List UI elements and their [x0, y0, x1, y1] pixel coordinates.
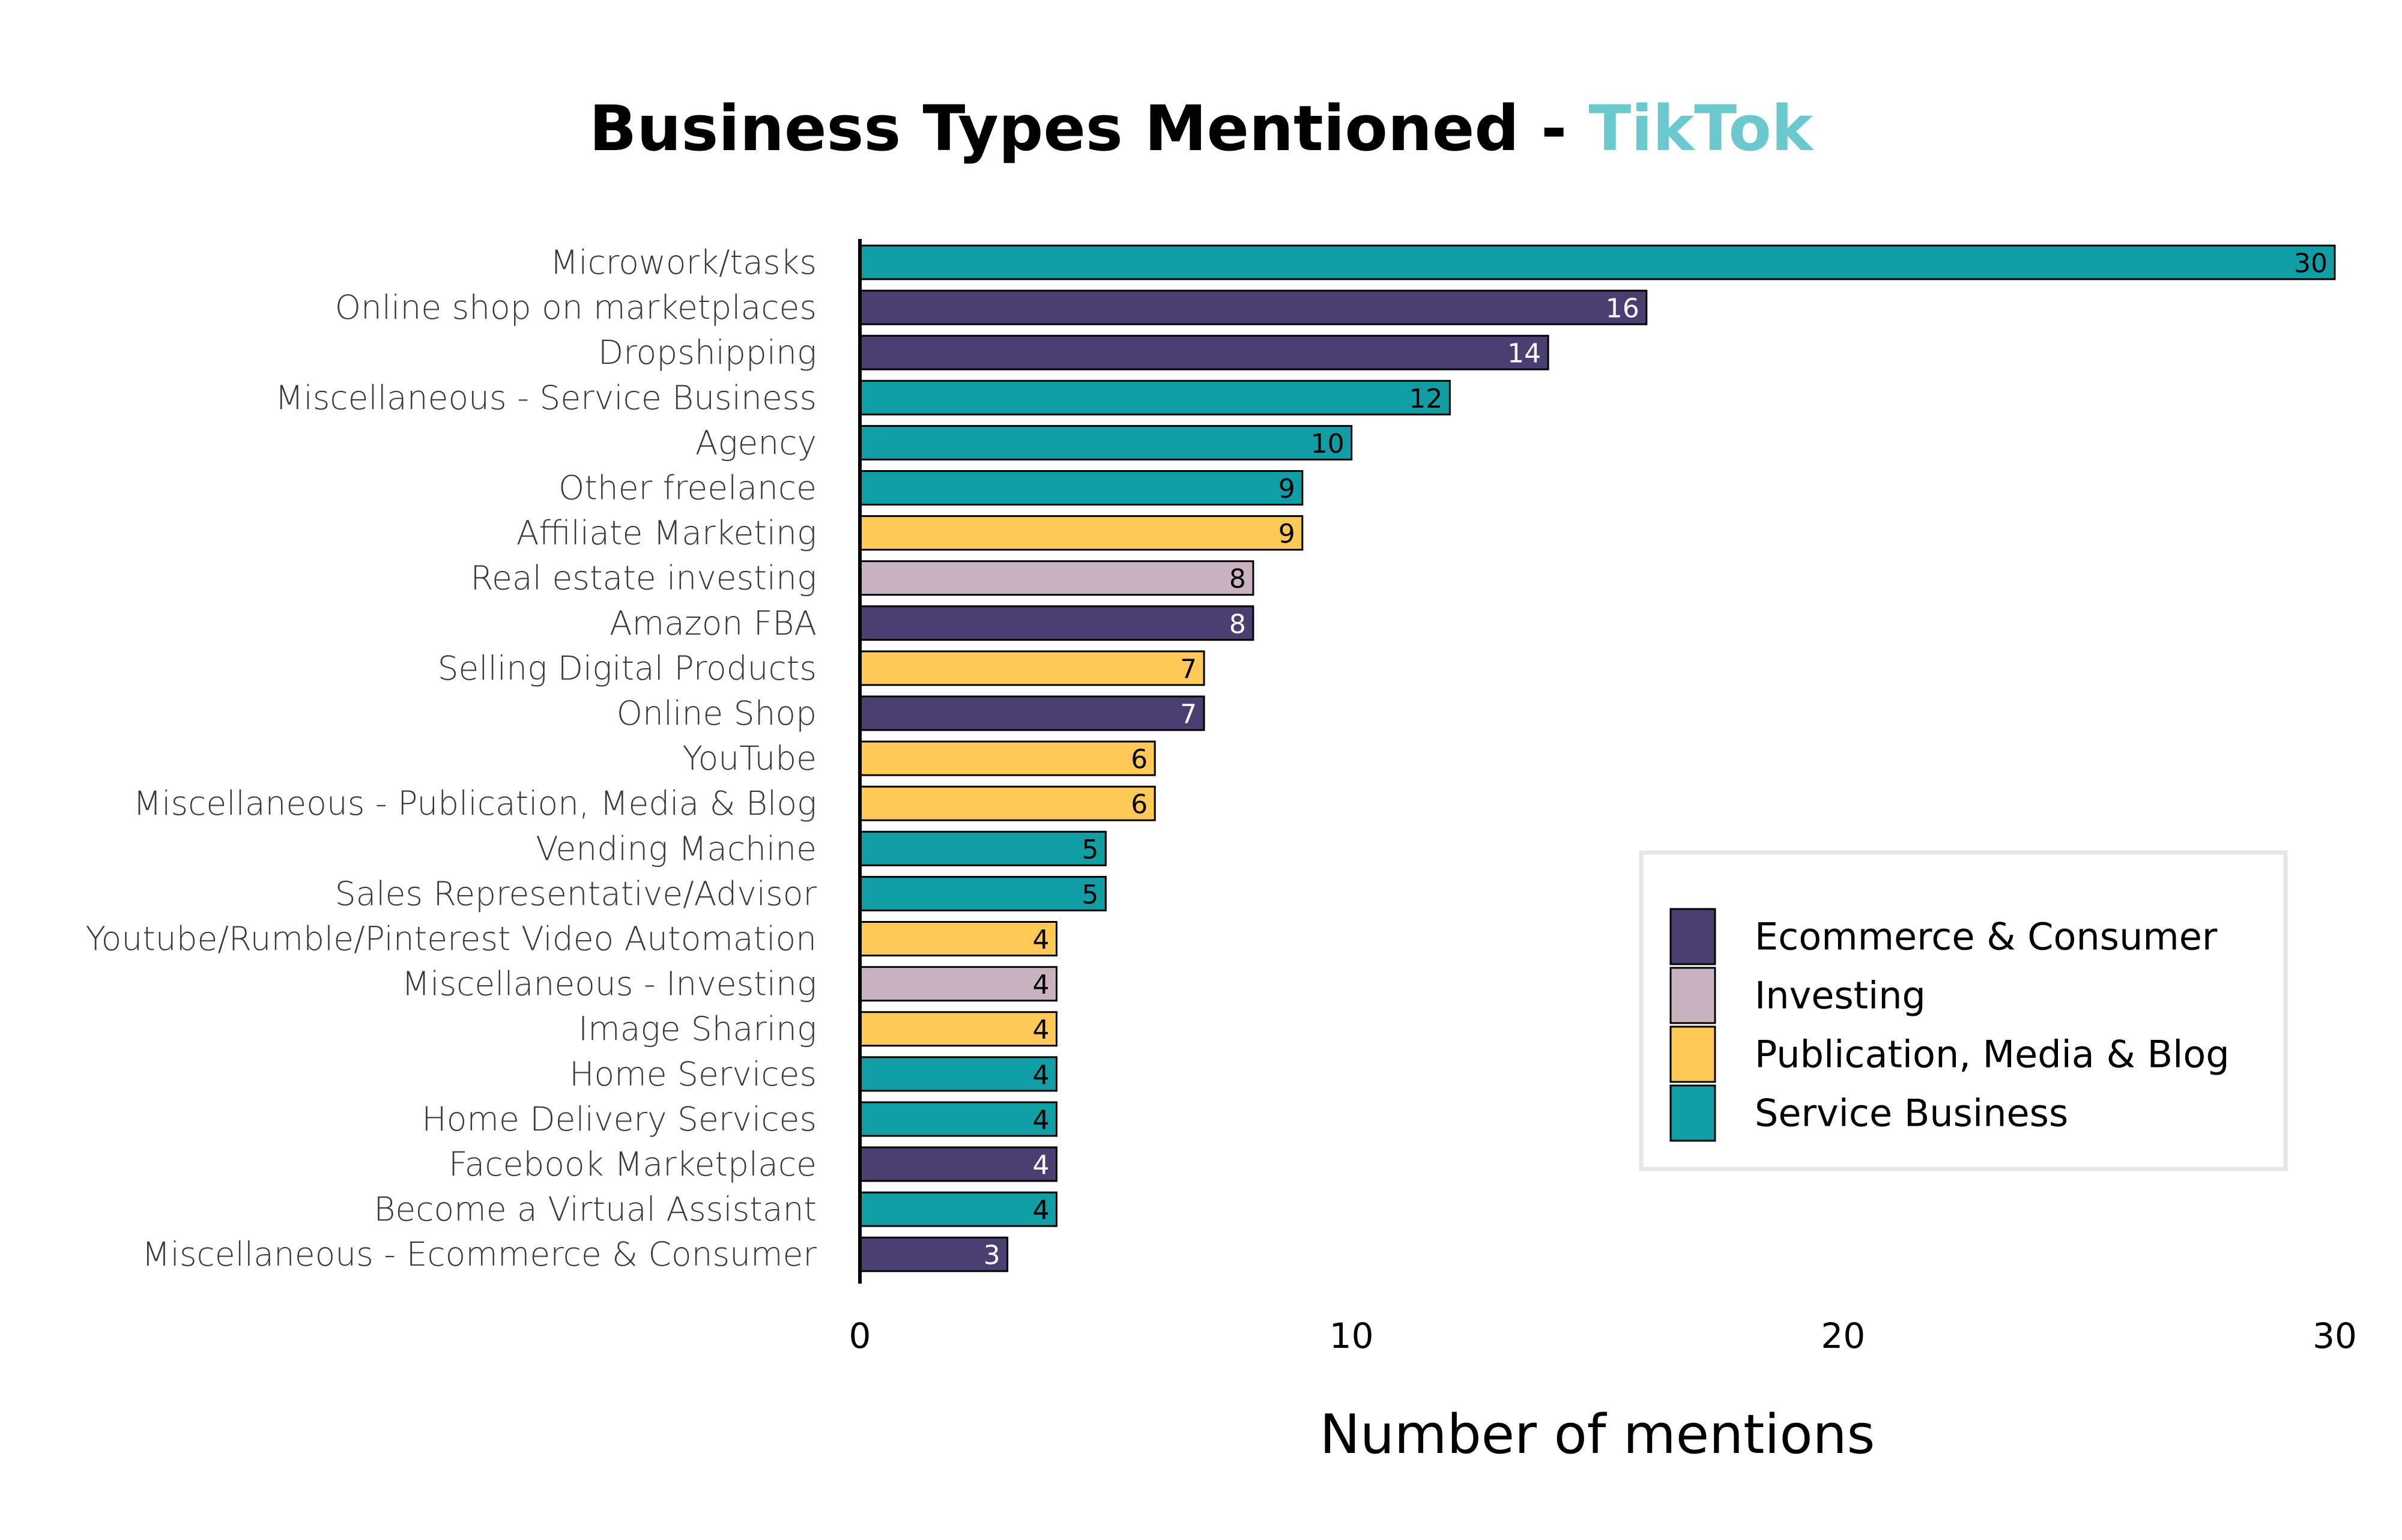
category-label: Online Shop: [617, 694, 817, 732]
value-label: 16: [1606, 294, 1639, 324]
value-label: 5: [1082, 835, 1098, 865]
category-label: Vending Machine: [536, 829, 817, 868]
category-label: YouTube: [682, 739, 817, 778]
x-axis-ticks: 0 10 20 30: [849, 1315, 2357, 1356]
legend-swatch: [1669, 1025, 1716, 1083]
bar: [859, 244, 2336, 280]
x-tick-label: 30: [2313, 1315, 2357, 1356]
category-label: Affiliate Marketing: [516, 514, 817, 552]
value-label: 4: [1032, 1195, 1049, 1226]
bar: [859, 379, 1451, 415]
category-label: Sales Representative/Advisor: [335, 874, 817, 913]
legend-swatch: [1669, 1084, 1716, 1142]
bar: [859, 1146, 1057, 1182]
bars-layer: Microwork/tasks 30 Online shop on marketpl…: [85, 243, 2336, 1273]
legend-label: Ecommerce & Consumer: [1755, 915, 2218, 959]
category-label: Selling Digital Products: [438, 649, 817, 687]
bar: [859, 785, 1156, 821]
value-label: 12: [1409, 384, 1442, 414]
x-tick-label: 20: [1821, 1315, 1865, 1356]
x-tick-label: 0: [849, 1315, 871, 1356]
value-label: 3: [984, 1240, 1000, 1271]
bar: [859, 830, 1107, 866]
legend-swatch: [1669, 967, 1716, 1024]
value-label: 8: [1229, 564, 1246, 594]
value-label: 4: [1032, 1060, 1049, 1090]
category-label: Agency: [695, 423, 817, 462]
legend: Ecommerce & Consumer Investing Publication…: [1639, 850, 2288, 1171]
category-label: Youtube/Rumble/Pinterest Video Automatio…: [85, 920, 817, 958]
category-label: Real estate investing: [470, 559, 817, 597]
category-label: Online shop on marketplaces: [335, 288, 817, 327]
category-label: Miscellaneous - Service Business: [275, 378, 817, 417]
bar: [859, 1236, 1009, 1272]
value-label: 6: [1131, 744, 1148, 775]
value-label: 9: [1278, 519, 1295, 549]
value-label: 30: [2294, 249, 2328, 279]
bar: [859, 470, 1304, 506]
bar: [859, 1056, 1057, 1092]
x-tick-label: 10: [1330, 1315, 1374, 1356]
category-label: Dropshipping: [598, 333, 817, 372]
bar: [859, 695, 1205, 731]
chart-title-highlight: TikTok: [1588, 92, 1814, 165]
bar: [859, 650, 1205, 686]
value-label: 7: [1180, 699, 1197, 730]
bar: [859, 515, 1304, 551]
chart-title: Business Types Mentioned - TikTok: [589, 92, 1815, 165]
category-label: Amazon FBA: [610, 604, 817, 642]
value-label: 9: [1278, 474, 1295, 504]
bar: [859, 560, 1254, 596]
value-label: 4: [1032, 1105, 1049, 1135]
legend-items: Ecommerce & Consumer Investing Publication…: [1669, 908, 2230, 1142]
value-label: 4: [1032, 970, 1049, 1000]
bar: [859, 289, 1648, 325]
value-label: 4: [1032, 1150, 1049, 1181]
value-label: 10: [1311, 429, 1345, 459]
x-axis-title: Number of mentions: [1320, 1403, 1875, 1466]
category-label: Other freelance: [558, 469, 817, 507]
bar: [859, 921, 1057, 956]
value-label: 8: [1229, 609, 1246, 639]
category-label: Microwork/tasks: [550, 243, 817, 282]
category-label: Miscellaneous - Ecommerce & Consumer: [142, 1235, 817, 1273]
value-label: 6: [1131, 790, 1148, 820]
category-label: Facebook Marketplace: [449, 1145, 817, 1183]
bar: [859, 1101, 1057, 1137]
value-label: 5: [1082, 880, 1098, 910]
category-label: Home Services: [569, 1055, 817, 1093]
chart-title-main: Business Types Mentioned -: [589, 92, 1588, 165]
legend-swatch: [1669, 908, 1716, 965]
bar: [859, 334, 1549, 370]
bar: [859, 966, 1057, 1002]
legend-label: Publication, Media & Blog: [1755, 1033, 2230, 1076]
value-label: 14: [1507, 339, 1541, 369]
bar: [859, 1011, 1057, 1047]
value-label: 7: [1180, 654, 1197, 684]
bar: [859, 1191, 1057, 1227]
value-label: 4: [1032, 925, 1049, 955]
legend-frame: [1639, 850, 2288, 1171]
bar: [859, 605, 1254, 641]
legend-label: Investing: [1755, 974, 1926, 1018]
category-label: Home Delivery Services: [422, 1100, 817, 1138]
category-label: Miscellaneous - Publication, Media & Blo…: [133, 784, 817, 823]
category-label: Image Sharing: [578, 1010, 817, 1048]
category-label: Miscellaneous - Investing: [402, 965, 817, 1003]
bar: [859, 740, 1156, 776]
category-label: Become a Virtual Assistant: [374, 1190, 817, 1228]
bar: [859, 875, 1107, 911]
value-label: 4: [1032, 1015, 1049, 1045]
legend-label: Service Business: [1755, 1092, 2068, 1135]
bar: [859, 424, 1353, 460]
